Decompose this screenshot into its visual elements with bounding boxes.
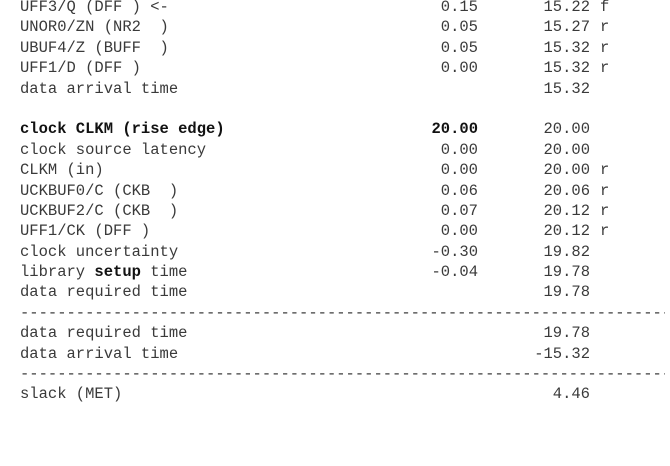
incr-value: 0.00 <box>440 161 478 180</box>
path-value: 20.00 <box>543 161 590 180</box>
incr-value: 0.00 <box>440 222 478 241</box>
path-value: 20.12 <box>543 201 590 220</box>
path-value: 19.82 <box>543 242 590 261</box>
incr-value: 0.05 <box>440 38 478 57</box>
point-name: library setup time <box>20 262 187 282</box>
timing-row: UFF1/D (DFF ) 0.00 15.32 r <box>0 58 670 78</box>
incr-value: 0.00 <box>440 59 478 78</box>
point-name: UFF1/CK (DFF ) <box>20 222 151 241</box>
incr-value: -0.04 <box>431 263 478 282</box>
path-value: 19.78 <box>543 283 590 302</box>
point-name: UNOR0/ZN (NR2 ) <box>20 18 169 37</box>
edge-flag: r <box>600 38 610 57</box>
point-name: data arrival time <box>20 344 179 363</box>
slack-row: slack (MET) 4.46 <box>0 384 670 404</box>
point-name: data required time <box>20 283 188 302</box>
incr-value: -0.30 <box>431 242 478 261</box>
path-value: 15.27 <box>543 18 590 37</box>
separator-dashes: ----------------------------------------… <box>20 303 665 322</box>
incr-value: 0.06 <box>440 181 478 200</box>
path-value: 15.32 <box>543 59 590 78</box>
timing-report: UFF3/Q (DFF ) <- 0.15 15.22 f UNOR0/ZN (… <box>0 0 670 404</box>
point-name: UCKBUF2/C (CKB ) <box>20 201 179 220</box>
separator-line: ----------------------------------------… <box>0 303 670 323</box>
point-name: UFF3/Q (DFF ) <- <box>20 0 169 16</box>
timing-row: UNOR0/ZN (NR2 ) 0.05 15.27 r <box>0 17 670 37</box>
path-value: 19.78 <box>543 263 590 282</box>
path-value: -15.32 <box>534 344 590 363</box>
path-value: 20.12 <box>543 222 590 241</box>
edge-flag: r <box>600 161 610 180</box>
library-setup-row: library setup time -0.04 19.78 <box>0 262 670 282</box>
timing-row: CLKM (in) 0.00 20.00 r <box>0 160 670 180</box>
point-name: CLKM (in) <box>20 161 104 180</box>
point-name: clock uncertainty <box>20 242 179 261</box>
path-value: 19.78 <box>543 324 590 343</box>
edge-flag: f <box>600 0 610 16</box>
path-value: 15.32 <box>543 38 590 57</box>
incr-value: 0.00 <box>440 140 478 159</box>
point-name: clock CLKM (rise edge) <box>20 120 225 139</box>
path-value: 20.06 <box>543 181 590 200</box>
timing-row: UBUF4/Z (BUFF ) 0.05 15.32 r <box>0 38 670 58</box>
path-value: 20.00 <box>543 140 590 159</box>
timing-row: UFF1/CK (DFF ) 0.00 20.12 r <box>0 221 670 241</box>
timing-row: clock source latency 0.00 20.00 <box>0 140 670 160</box>
summary-row: data arrival time -15.32 <box>0 344 670 364</box>
slack-value: 4.46 <box>552 385 590 404</box>
timing-row: clock uncertainty -0.30 19.82 <box>0 242 670 262</box>
edge-flag: r <box>600 181 610 200</box>
data-arrival-row: data arrival time 15.32 <box>0 79 670 99</box>
path-value: 15.22 <box>543 0 590 16</box>
incr-value: 0.15 <box>440 0 478 16</box>
point-name: UFF1/D (DFF ) <box>20 59 141 78</box>
path-value: 15.32 <box>543 79 590 98</box>
setup-prefix: library <box>20 263 95 282</box>
point-name: UBUF4/Z (BUFF ) <box>20 38 169 57</box>
summary-row: data required time 19.78 <box>0 323 670 343</box>
separator-dashes: ----------------------------------------… <box>20 365 665 384</box>
edge-flag: r <box>600 222 610 241</box>
separator-line: ----------------------------------------… <box>0 364 670 384</box>
point-name: clock source latency <box>20 140 207 159</box>
blank-row <box>0 99 670 119</box>
point-name: data required time <box>20 324 188 343</box>
clock-edge-row: clock CLKM (rise edge) 20.00 20.00 <box>0 119 670 139</box>
incr-value: 20.00 <box>431 120 478 139</box>
incr-value: 0.07 <box>440 201 478 220</box>
slack-label: slack (MET) <box>20 385 123 404</box>
point-name: data arrival time <box>20 79 179 98</box>
timing-row: UFF3/Q (DFF ) <- 0.15 15.22 f <box>0 0 670 17</box>
setup-suffix: time <box>140 263 188 282</box>
timing-row: UCKBUF0/C (CKB ) 0.06 20.06 r <box>0 181 670 201</box>
path-value: 20.00 <box>543 120 590 139</box>
incr-value: 0.05 <box>440 18 478 37</box>
edge-flag: r <box>600 201 610 220</box>
timing-row: UCKBUF2/C (CKB ) 0.07 20.12 r <box>0 201 670 221</box>
point-name: UCKBUF0/C (CKB ) <box>20 181 179 200</box>
edge-flag: r <box>600 18 610 37</box>
data-required-row: data required time 19.78 <box>0 282 670 302</box>
setup-keyword: setup <box>94 263 141 282</box>
edge-flag: r <box>600 59 610 78</box>
